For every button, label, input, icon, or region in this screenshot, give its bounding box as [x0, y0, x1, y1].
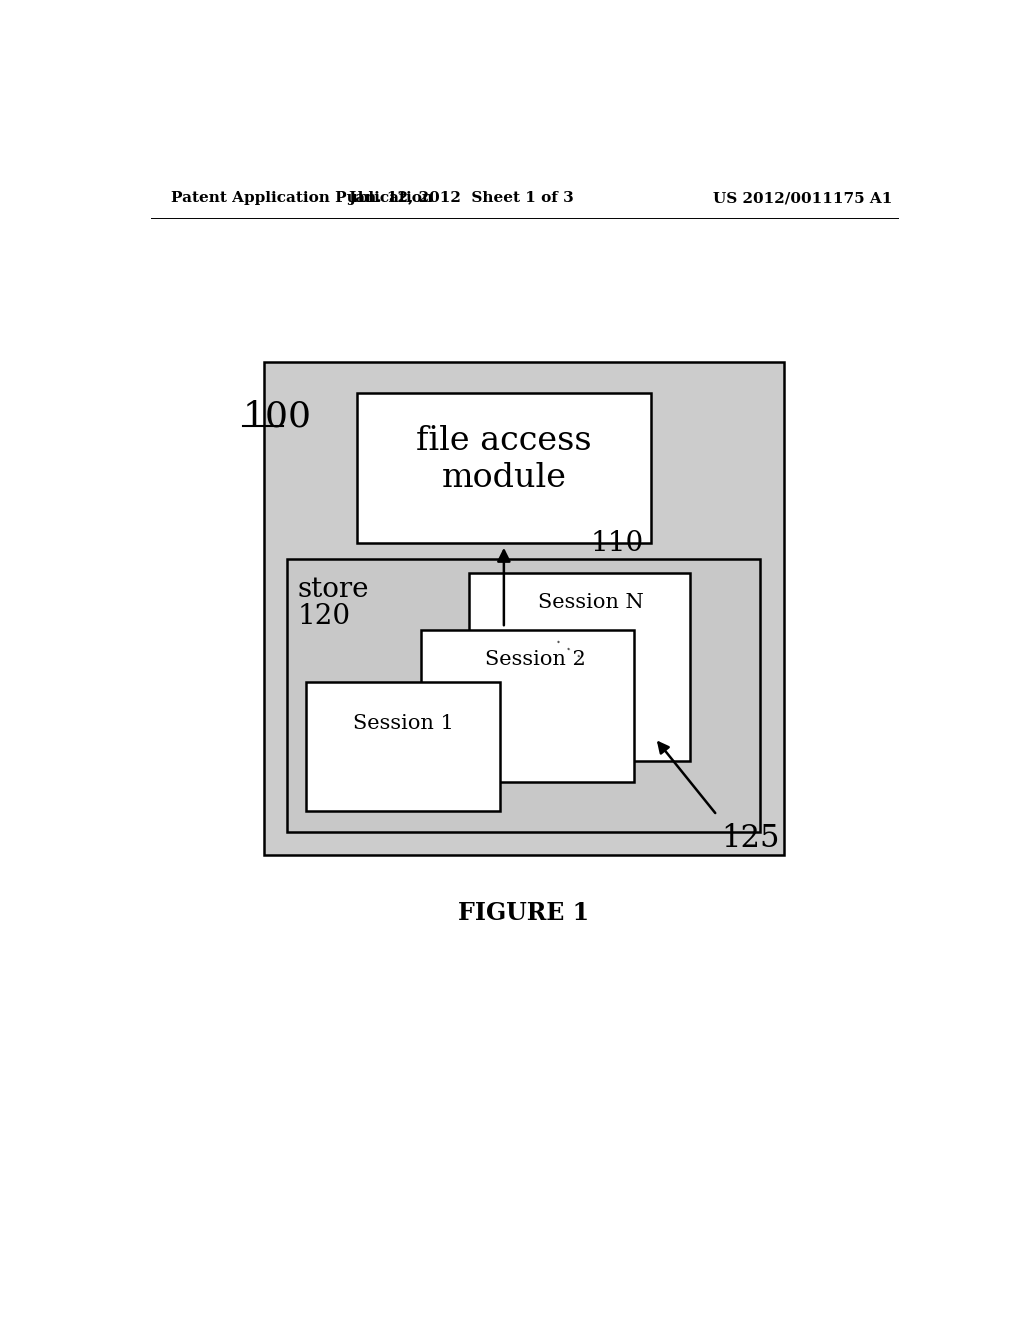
Bar [263, 363, 784, 855]
Text: Session 1: Session 1 [352, 714, 454, 734]
Text: store: store [298, 576, 370, 603]
Text: 100: 100 [243, 400, 311, 433]
Bar [469, 573, 690, 762]
Bar [356, 393, 651, 544]
Text: Jan. 12, 2012  Sheet 1 of 3: Jan. 12, 2012 Sheet 1 of 3 [348, 191, 574, 206]
Text: Session 2: Session 2 [485, 649, 586, 669]
Text: 120: 120 [298, 603, 351, 631]
Text: 110: 110 [590, 529, 643, 557]
Bar [306, 682, 500, 812]
Text: file access
module: file access module [416, 425, 592, 494]
Text: Session N: Session N [539, 593, 644, 611]
Text: Patent Application Publication: Patent Application Publication [171, 191, 432, 206]
Bar [287, 558, 760, 832]
Bar [421, 630, 634, 781]
Text: · · ·: · · · [550, 634, 586, 665]
Text: 125: 125 [721, 822, 779, 854]
Text: US 2012/0011175 A1: US 2012/0011175 A1 [713, 191, 892, 206]
Text: FIGURE 1: FIGURE 1 [459, 902, 590, 925]
